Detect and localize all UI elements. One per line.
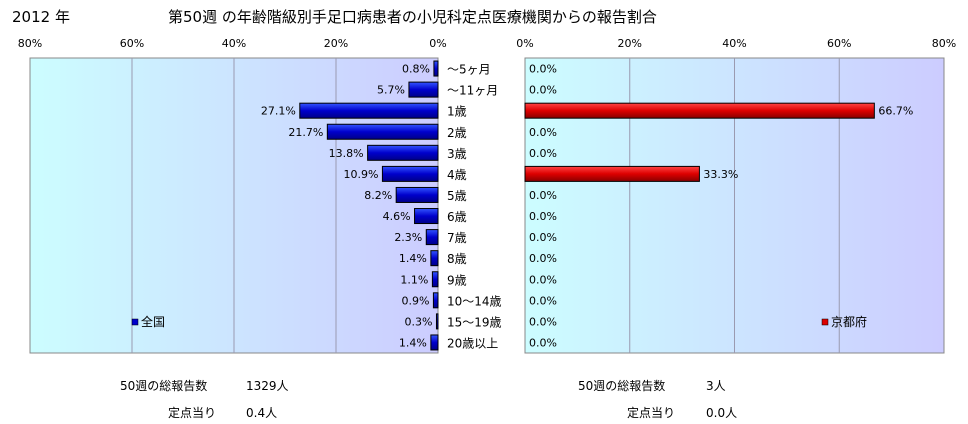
bar (432, 292, 439, 309)
data-label: 0.0% (529, 315, 557, 328)
legend-label: 京都府 (831, 314, 867, 329)
data-label: 66.7% (878, 105, 913, 118)
category-label: 6歳 (447, 210, 467, 224)
data-label: 0.3% (405, 315, 433, 328)
data-label: 0.0% (529, 84, 557, 97)
data-label: 33.3% (703, 168, 738, 181)
chart-title: 第50週 の年齢階級別手足口病患者の小児科定点医療機関からの報告割合 (168, 8, 657, 26)
category-label: 15～19歳 (447, 315, 502, 329)
category-label: 10～14歳 (447, 294, 502, 308)
summary-left-total-value: 1329人 (246, 379, 289, 393)
data-label: 8.2% (364, 189, 392, 202)
data-label: 2.3% (394, 231, 422, 244)
bar (381, 165, 439, 182)
data-label: 0.8% (402, 63, 430, 76)
bar (431, 271, 439, 288)
data-label: 5.7% (377, 84, 405, 97)
bar (299, 102, 439, 119)
category-label: ～5ヶ月 (447, 63, 491, 77)
data-label: 0.0% (529, 273, 557, 286)
bar (430, 334, 439, 351)
category-label: 3歳 (447, 147, 467, 161)
tick-label: 80% (932, 37, 956, 50)
bar (367, 144, 439, 161)
bar (435, 313, 439, 330)
data-label: 27.1% (261, 105, 296, 118)
bar (433, 60, 439, 77)
data-label: 21.7% (288, 126, 323, 139)
category-label: ～11ヶ月 (447, 84, 498, 98)
category-label: 5歳 (447, 189, 467, 203)
data-label: 13.8% (329, 147, 364, 160)
category-label: 9歳 (447, 273, 467, 287)
legend-swatch (131, 318, 139, 326)
data-label: 10.9% (343, 168, 378, 181)
tick-label: 60% (827, 37, 851, 50)
summary-right-total-value: 3人 (706, 379, 726, 393)
category-label: 4歳 (447, 168, 467, 182)
legend-swatch (821, 318, 829, 326)
category-label: 20歳以上 (447, 336, 498, 350)
data-label: 0.0% (529, 336, 557, 349)
category-label: 1歳 (447, 105, 467, 119)
tick-label: 80% (18, 37, 42, 50)
summary-left-per-value: 0.4人 (246, 406, 278, 420)
tick-label: 20% (324, 37, 348, 50)
data-label: 0.0% (529, 63, 557, 76)
data-label: 1.4% (399, 336, 427, 349)
bar (524, 102, 875, 119)
tick-label: 40% (222, 37, 246, 50)
data-label: 0.0% (529, 189, 557, 202)
summary-left-per-label: 定点当り (168, 406, 217, 420)
summary-right-per-label: 定点当り (627, 406, 676, 420)
data-label: 0.0% (529, 231, 557, 244)
data-label: 1.4% (399, 252, 427, 265)
category-label: 8歳 (447, 252, 467, 266)
summary-right-total-label: 50週の総報告数 (578, 379, 666, 393)
data-label: 4.6% (383, 210, 411, 223)
data-label: 0.0% (529, 147, 557, 160)
bar (408, 81, 439, 98)
category-label: 2歳 (447, 126, 467, 140)
legend-label: 全国 (141, 314, 165, 329)
bar (395, 186, 439, 203)
bar (430, 250, 439, 267)
bar (425, 229, 439, 246)
chart-year: 2012 年 (12, 8, 70, 26)
summary-right-per-value: 0.0人 (706, 406, 738, 420)
tick-label: 20% (618, 37, 642, 50)
category-label: 7歳 (447, 231, 467, 245)
tick-label: 60% (120, 37, 144, 50)
bar (414, 208, 439, 225)
data-label: 0.0% (529, 210, 557, 223)
bar (326, 123, 439, 140)
tick-label: 0% (429, 37, 446, 50)
data-label: 0.9% (401, 294, 429, 307)
data-label: 0.0% (529, 294, 557, 307)
data-label: 1.1% (400, 273, 428, 286)
tick-label: 40% (722, 37, 746, 50)
summary-left-total-label: 50週の総報告数 (120, 379, 208, 393)
bar (524, 165, 700, 182)
tick-label: 0% (516, 37, 533, 50)
data-label: 0.0% (529, 252, 557, 265)
data-label: 0.0% (529, 126, 557, 139)
